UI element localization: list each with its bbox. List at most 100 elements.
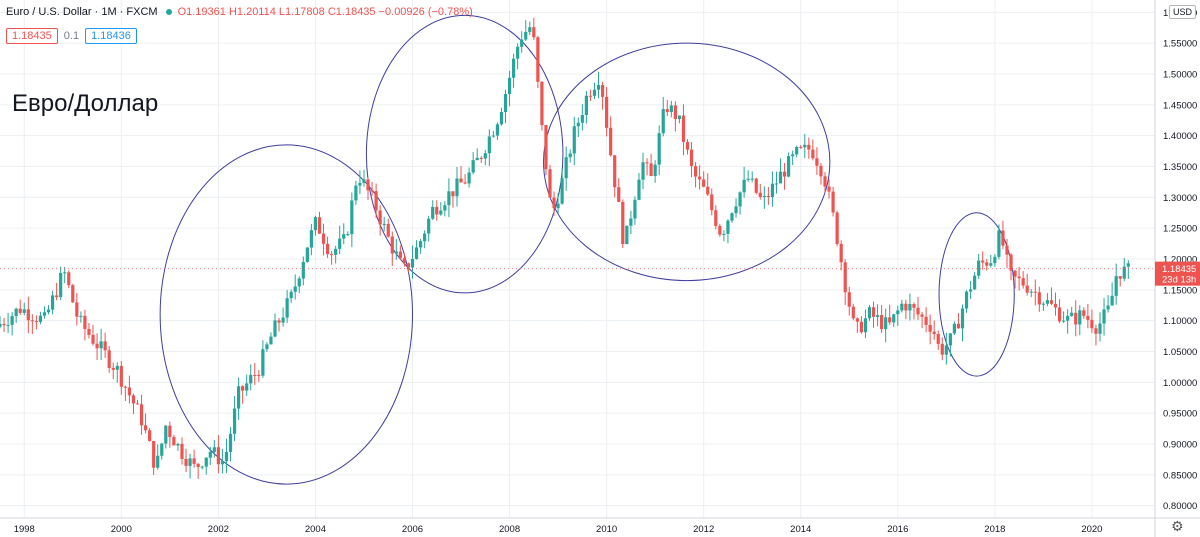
candle-body bbox=[10, 316, 14, 325]
annotation-ellipse bbox=[159, 144, 413, 485]
candle-body bbox=[673, 105, 677, 120]
candle-body bbox=[269, 336, 273, 345]
candle-body bbox=[208, 451, 212, 458]
candle-body bbox=[835, 212, 839, 244]
candle-body bbox=[479, 157, 483, 159]
candle-body bbox=[46, 309, 51, 313]
candle-body bbox=[956, 323, 961, 329]
buy-price-button[interactable]: 1.18436 bbox=[85, 28, 137, 44]
candle-body bbox=[216, 447, 220, 465]
symbol-title[interactable]: Euro / U.S. Dollar · 1M · FXCM bbox=[6, 6, 158, 18]
candle-body bbox=[981, 260, 985, 263]
candle-body bbox=[940, 343, 944, 355]
candle-body bbox=[645, 162, 649, 164]
price-axis: 0.80000 0.85000 0.90000 0.95000 1.00000 1.050… bbox=[1163, 8, 1197, 512]
candle-body bbox=[637, 179, 641, 200]
time-tick-label: 2004 bbox=[305, 524, 326, 535]
candle-body bbox=[803, 144, 807, 148]
candle-body bbox=[394, 251, 398, 254]
candle-body bbox=[908, 304, 912, 311]
candle-body bbox=[681, 115, 686, 142]
candle-body bbox=[378, 210, 382, 225]
candle-body bbox=[111, 367, 115, 370]
time-tick-label: 2006 bbox=[402, 524, 423, 535]
candle-body bbox=[148, 430, 152, 442]
candle-body bbox=[1090, 319, 1094, 329]
annotation-ellipse bbox=[938, 212, 1015, 377]
candle-body bbox=[346, 234, 350, 236]
candle-body bbox=[875, 315, 880, 317]
candle-body bbox=[968, 289, 973, 292]
candle-body bbox=[224, 451, 229, 462]
candle-body bbox=[30, 320, 34, 322]
candle-body bbox=[406, 263, 411, 268]
candle-body bbox=[896, 310, 900, 315]
candle-body bbox=[1025, 285, 1029, 293]
candle-body bbox=[91, 334, 95, 344]
candle-body bbox=[42, 312, 47, 316]
candle-body bbox=[964, 291, 969, 309]
candle-body bbox=[55, 295, 59, 298]
candle-body bbox=[127, 387, 132, 396]
candle-body bbox=[750, 178, 754, 180]
candle-body bbox=[402, 258, 407, 264]
candle-body bbox=[787, 156, 791, 177]
candle-body bbox=[370, 190, 374, 192]
price-tick-label: 1.50000 bbox=[1163, 70, 1197, 81]
candle-body bbox=[867, 307, 872, 319]
candle-body bbox=[431, 206, 435, 219]
candle-body bbox=[1122, 266, 1126, 279]
price-tick-label: 0.85000 bbox=[1163, 470, 1197, 481]
candle-body bbox=[665, 109, 669, 113]
annotation-ellipse bbox=[543, 42, 831, 282]
candle-body bbox=[661, 109, 665, 134]
candle-body bbox=[475, 157, 479, 161]
candle-body bbox=[592, 89, 597, 96]
candle-body bbox=[212, 447, 216, 452]
candle-body bbox=[249, 374, 253, 384]
candle-body bbox=[443, 205, 447, 211]
candle-body bbox=[38, 315, 43, 322]
time-tick-label: 2002 bbox=[208, 524, 229, 535]
candle-body bbox=[520, 39, 524, 47]
gear-icon[interactable]: ⚙ bbox=[1171, 518, 1184, 534]
candle-body bbox=[1005, 245, 1009, 255]
candle-body bbox=[884, 317, 888, 330]
candle-body bbox=[204, 457, 208, 467]
candle-body bbox=[358, 182, 362, 186]
trade-buttons: 1.18435 0.1 1.18436 bbox=[6, 28, 137, 44]
candle-body bbox=[317, 217, 322, 234]
candle-body bbox=[330, 254, 334, 256]
candle-body bbox=[297, 278, 301, 287]
candle-body bbox=[540, 81, 544, 126]
candle-body bbox=[564, 157, 568, 179]
price-tick-label: 0.95000 bbox=[1163, 409, 1197, 420]
candle-body bbox=[584, 95, 588, 115]
candle-body bbox=[143, 425, 148, 431]
candle-body bbox=[414, 247, 419, 259]
candle-body bbox=[172, 437, 176, 446]
candle-body bbox=[139, 404, 144, 426]
time-tick-label: 2020 bbox=[1081, 524, 1102, 535]
candle-body bbox=[168, 425, 172, 438]
time-tick-label: 2012 bbox=[693, 524, 714, 535]
candle-body bbox=[588, 95, 593, 97]
candle-body bbox=[609, 127, 613, 156]
time-tick-label: 1998 bbox=[14, 524, 35, 535]
sell-price-button[interactable]: 1.18435 bbox=[6, 28, 58, 44]
currency-button[interactable]: USD bbox=[1169, 5, 1197, 19]
candle-body bbox=[6, 324, 10, 326]
candle-body bbox=[338, 238, 342, 249]
candle-body bbox=[572, 126, 576, 154]
candle-body bbox=[973, 275, 977, 290]
candle-body bbox=[1126, 263, 1130, 267]
candle-body bbox=[928, 324, 932, 332]
candle-body bbox=[447, 191, 451, 206]
candle-body bbox=[888, 317, 892, 323]
candle-body bbox=[232, 408, 237, 434]
price-tick-label: 1.20000 bbox=[1163, 255, 1197, 266]
candle-body bbox=[374, 191, 378, 211]
candle-body bbox=[321, 233, 326, 244]
candle-body bbox=[653, 164, 657, 176]
